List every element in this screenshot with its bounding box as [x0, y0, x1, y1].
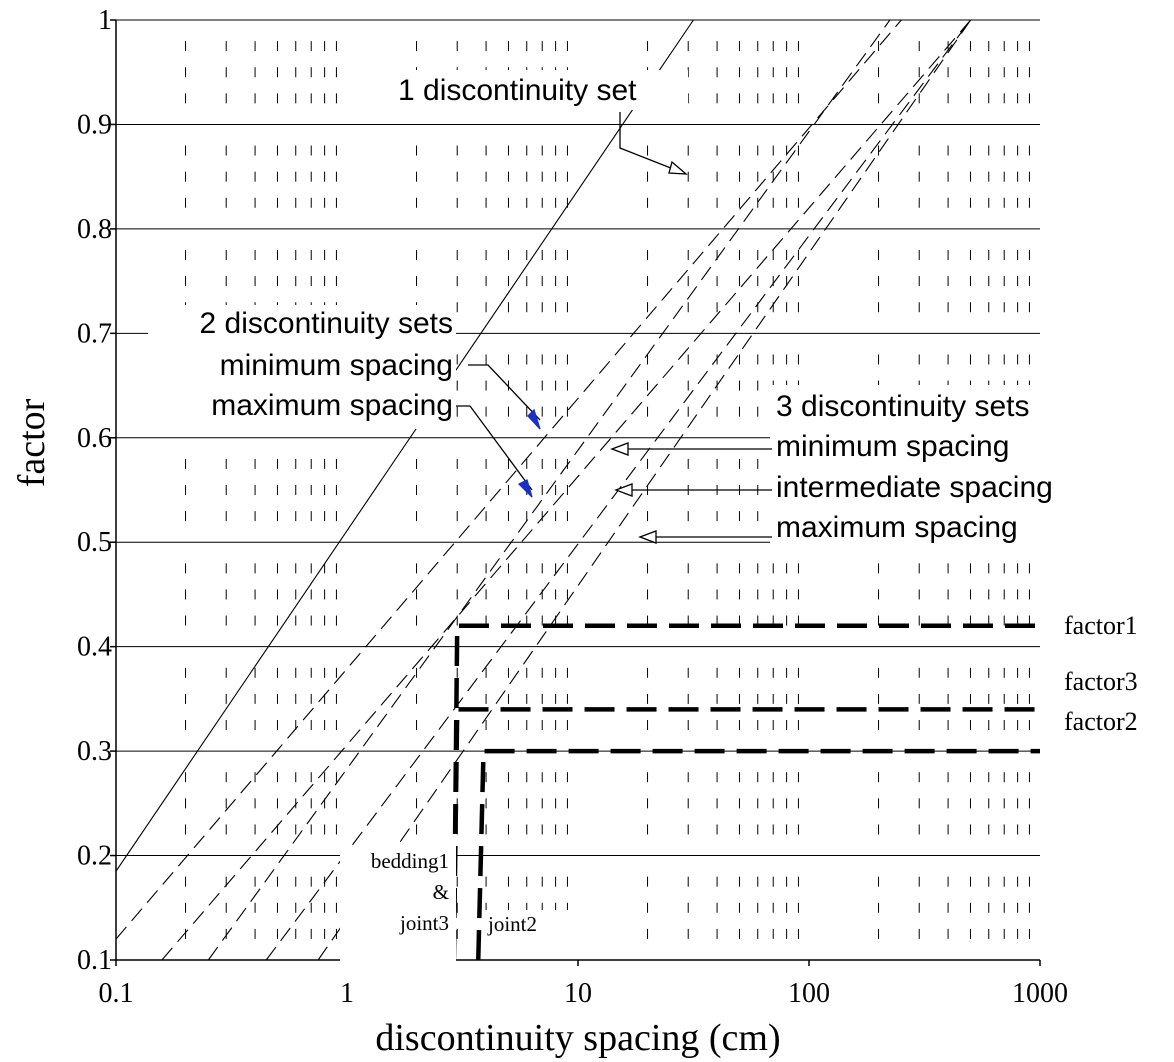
- set2-max-label: maximum spacing: [211, 389, 453, 422]
- y-tick-label: 0.5: [77, 527, 112, 558]
- series-line-factor2: [476, 748, 1040, 961]
- reference-lines: [115, 19, 972, 961]
- y-tick-label: 0.7: [77, 318, 112, 349]
- factor3-label: factor3: [1064, 667, 1138, 696]
- y-tick-label: 0.3: [77, 736, 112, 767]
- reference-line: [207, 19, 891, 961]
- x-tick-label: 0.1: [99, 978, 134, 1009]
- x-tick-label: 10: [564, 978, 592, 1009]
- reference-line: [115, 19, 694, 872]
- reference-line: [115, 19, 902, 940]
- y-tick-label: 0.8: [77, 214, 112, 245]
- y-tick-label: 0.2: [77, 841, 112, 872]
- bedding-label-bg: [340, 845, 456, 967]
- set3-min-label: minimum spacing: [776, 430, 1009, 463]
- x-tick-label: 1: [340, 978, 354, 1009]
- joint3-label: joint3: [399, 911, 449, 935]
- set3-int-arrowhead: [614, 483, 633, 497]
- set1-leader-line: [619, 112, 687, 175]
- y-tick-label: 0.9: [77, 109, 112, 140]
- x-tick-label: 100: [788, 978, 830, 1009]
- set3-max-label: maximum spacing: [776, 511, 1018, 544]
- y-axis-title: factor: [11, 398, 53, 487]
- reference-line: [161, 19, 972, 961]
- set2-min-arrowhead: [527, 408, 541, 430]
- set3-title: 3 discontinuity sets: [776, 390, 1029, 423]
- y-tick-label: 0.6: [77, 423, 112, 454]
- set1-arrowhead: [668, 160, 688, 175]
- set2-min-leader-line: [468, 364, 541, 421]
- y-tick-label: 1: [98, 5, 112, 36]
- set2-max-leader-line: [456, 405, 533, 491]
- joint2-label-bg: [484, 910, 568, 944]
- x-axis-title: discontinuity spacing (cm): [375, 1017, 780, 1059]
- joint2-label: joint2: [487, 912, 537, 936]
- axes: [110, 19, 1041, 966]
- set3-int-label: intermediate spacing: [776, 471, 1053, 504]
- factor2-label: factor2: [1064, 707, 1138, 736]
- set1-label: 1 discontinuity set: [398, 74, 637, 107]
- ampersand-label: &: [433, 880, 449, 904]
- set3-min-arrowhead: [610, 442, 629, 456]
- set2-title: 2 discontinuity sets: [200, 307, 453, 340]
- set2-label-bg: [148, 305, 456, 429]
- set3-label-bg: [770, 385, 1110, 550]
- set2-max-arrowhead: [517, 479, 533, 498]
- set1-label-bg: [388, 70, 688, 110]
- bedding1-label: bedding1: [371, 849, 449, 873]
- set3-max-arrowhead: [638, 530, 657, 544]
- factor1-label: factor1: [1064, 611, 1138, 640]
- x-tick-label: 1000: [1012, 978, 1068, 1009]
- set2-min-label: minimum spacing: [220, 349, 453, 382]
- y-tick-label: 0.4: [77, 632, 112, 663]
- tick-labels: 0.1 0.2 0.3 0.4 0.5 0.6 0.7 0.8 0.9 1 0.1 1 10 100 100…: [77, 5, 1068, 1009]
- annotation-arrows: [456, 112, 772, 544]
- y-tick-label: 0.1: [77, 945, 112, 976]
- series-line-factor3: [451, 707, 1040, 961]
